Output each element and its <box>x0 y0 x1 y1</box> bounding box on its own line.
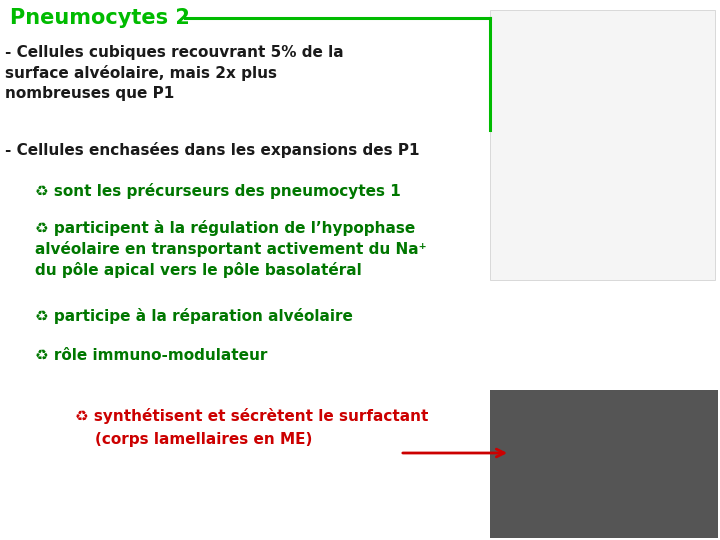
Text: ♻ sont les précurseurs des pneumocytes 1: ♻ sont les précurseurs des pneumocytes 1 <box>35 183 401 199</box>
Text: (corps lamellaires en ME): (corps lamellaires en ME) <box>95 432 312 447</box>
Text: ♻ participent à la régulation de l’hypophase
alvéolaire en transportant activeme: ♻ participent à la régulation de l’hypop… <box>35 220 427 279</box>
Text: ♻ synthétisent et sécrètent le surfactant: ♻ synthétisent et sécrètent le surfactan… <box>75 408 428 424</box>
Bar <box>490 390 718 538</box>
Text: ♻ participe à la réparation alvéolaire: ♻ participe à la réparation alvéolaire <box>35 308 353 324</box>
Text: - Cellules enchasées dans les expansions des P1: - Cellules enchasées dans les expansions… <box>5 142 420 158</box>
Text: Pneumocytes 2: Pneumocytes 2 <box>10 8 190 28</box>
Text: ♻ rôle immuno-modulateur: ♻ rôle immuno-modulateur <box>35 348 267 363</box>
Bar <box>490 10 715 280</box>
Text: - Cellules cubiques recouvrant 5% de la
surface alvéolaire, mais 2x plus
nombreu: - Cellules cubiques recouvrant 5% de la … <box>5 45 343 101</box>
